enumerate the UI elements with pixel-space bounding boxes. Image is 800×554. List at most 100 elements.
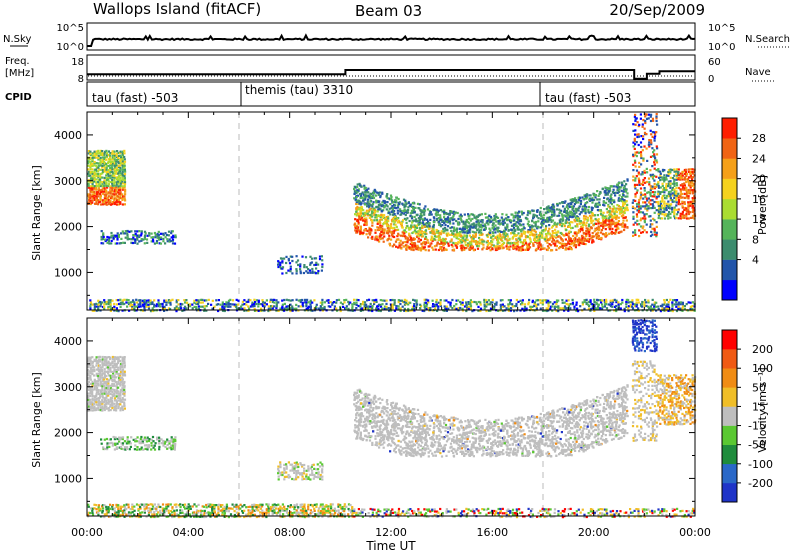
range-cell	[632, 123, 635, 126]
range-cell	[102, 235, 105, 239]
range-cell	[107, 165, 110, 168]
range-cell	[552, 203, 555, 206]
range-cell	[432, 303, 435, 306]
range-cell	[131, 241, 134, 245]
range-cell	[636, 209, 639, 212]
range-cell	[221, 307, 224, 310]
range-cell	[423, 213, 426, 216]
range-cell	[149, 299, 152, 302]
range-cell	[588, 238, 591, 241]
range-cell	[417, 232, 420, 235]
range-cell	[117, 158, 120, 161]
range-cell	[412, 207, 415, 210]
range-cell	[89, 301, 93, 304]
range-cell	[113, 160, 116, 163]
range-cell	[123, 298, 126, 301]
range-cell	[99, 153, 102, 156]
range-cell	[410, 209, 413, 212]
range-cell	[538, 235, 542, 238]
range-cell	[434, 307, 437, 310]
range-cell	[571, 207, 574, 210]
range-cell	[91, 164, 94, 168]
range-cell	[136, 242, 139, 245]
range-cell	[653, 227, 656, 230]
range-cell	[359, 196, 362, 200]
range-cell	[516, 228, 519, 231]
range-cell	[615, 309, 618, 313]
range-cell	[119, 179, 122, 182]
range-cell	[329, 301, 332, 304]
range-cell	[467, 242, 470, 245]
range-cell	[570, 199, 573, 202]
range-cell	[117, 182, 120, 185]
range-cell	[106, 186, 109, 189]
range-cell	[406, 241, 409, 244]
range-cell	[591, 239, 594, 242]
range-cell	[399, 234, 402, 237]
range-cell	[261, 304, 265, 308]
range-cell	[591, 201, 594, 204]
range-cell	[315, 303, 318, 306]
range-cell	[281, 303, 284, 306]
range-cell	[405, 244, 408, 247]
range-cell	[377, 307, 380, 310]
range-cell	[481, 248, 484, 251]
range-cell	[594, 205, 597, 208]
range-cell	[134, 230, 137, 233]
range-cell	[436, 211, 439, 214]
range-cell	[414, 245, 417, 249]
range-cell	[631, 206, 635, 210]
range-cell	[394, 223, 397, 226]
range-cell	[390, 210, 393, 213]
range-cell	[361, 196, 364, 199]
range-cell	[89, 152, 92, 155]
range-cell	[435, 228, 438, 232]
range-cell	[445, 299, 448, 302]
range-cell	[139, 303, 142, 306]
range-cell	[608, 232, 611, 235]
range-cell	[113, 154, 116, 157]
range-cell	[478, 233, 481, 237]
range-cell	[369, 203, 372, 206]
range-cell	[504, 226, 507, 229]
range-cell	[595, 222, 598, 225]
range-cell	[117, 299, 120, 302]
range-cell	[392, 227, 395, 230]
range-cell	[445, 307, 448, 310]
range-cell	[500, 236, 504, 239]
range-cell	[593, 230, 596, 233]
range-cell	[584, 207, 587, 210]
range-cell	[459, 213, 462, 216]
range-cell	[619, 231, 622, 234]
range-cell	[380, 213, 383, 216]
range-cell	[371, 299, 374, 302]
range-cell	[622, 210, 626, 213]
range-cell	[589, 300, 592, 303]
range-cell	[455, 236, 458, 239]
range-cell	[633, 159, 637, 162]
range-cell	[541, 303, 544, 306]
range-cell	[638, 229, 641, 232]
range-cell	[510, 228, 513, 231]
range-cell	[649, 219, 652, 222]
range-cell	[644, 115, 647, 118]
range-cell	[93, 174, 96, 177]
range-cell	[439, 214, 442, 217]
range-cell	[99, 175, 102, 178]
range-cell	[572, 234, 575, 238]
range-cell	[659, 179, 662, 182]
range-cell	[413, 307, 416, 310]
range-cell	[502, 231, 505, 234]
range-cell	[433, 305, 436, 308]
range-cell	[547, 208, 550, 211]
range-cell	[310, 257, 314, 260]
range-cell	[364, 220, 367, 223]
range-cell	[679, 178, 682, 181]
range-cell	[311, 301, 314, 304]
range-cell	[145, 299, 148, 302]
range-cell	[476, 245, 479, 248]
range-cell	[191, 303, 194, 306]
range-cell	[395, 199, 398, 202]
range-cell	[527, 248, 530, 251]
range-cell	[360, 206, 363, 209]
